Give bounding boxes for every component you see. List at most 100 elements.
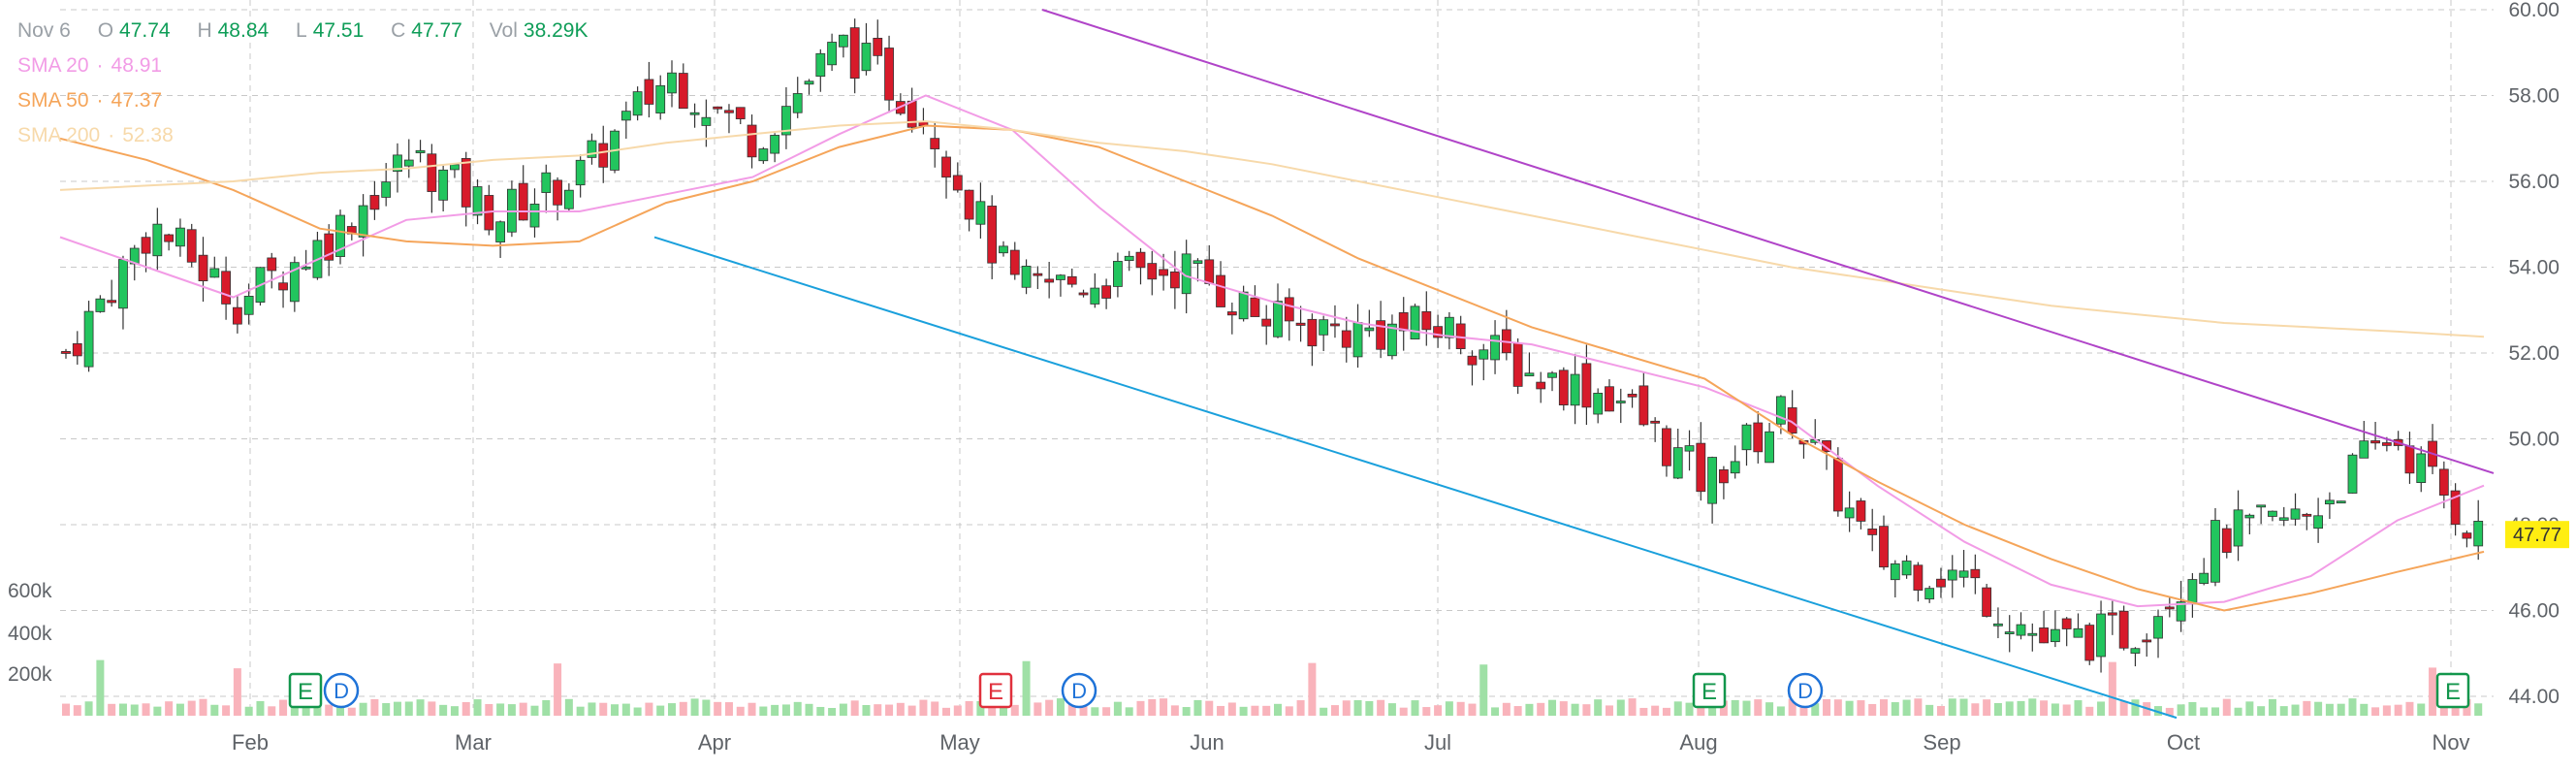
candle-body (2061, 618, 2072, 629)
volume-bar (2245, 701, 2254, 716)
volume-bar (2028, 698, 2037, 716)
candle-body (472, 186, 483, 216)
volume-bar (2394, 704, 2402, 716)
dividend-marker[interactable]: D (323, 672, 360, 709)
candle-body (689, 112, 700, 115)
high-value: 48.84 (217, 19, 270, 42)
candle-body (2084, 625, 2095, 661)
volume-bar (2314, 701, 2323, 716)
candle-body (1066, 275, 1077, 285)
volume-bar (2279, 706, 2288, 716)
candle-body (369, 195, 380, 210)
candle-body (2176, 601, 2186, 622)
volume-bar (747, 702, 756, 716)
volume-bar (1160, 698, 1168, 716)
candle-body (1615, 401, 1626, 403)
volume-bar (1456, 701, 1465, 716)
date-label: Nov 6 (17, 19, 71, 42)
volume-bar (633, 707, 642, 716)
sma20-row[interactable]: SMA 20 · 48.91 (17, 54, 163, 77)
candle-body (267, 257, 277, 272)
x-tick-label: Nov (2432, 730, 2469, 755)
volume-bar (256, 700, 265, 716)
volume-bar (2097, 701, 2106, 716)
candle-body (587, 140, 597, 158)
x-tick-label: Apr (698, 730, 731, 755)
candle-body (2130, 648, 2141, 654)
volume-bar (2371, 707, 2380, 716)
volume-bar (2108, 661, 2116, 716)
candle-body (1479, 349, 1489, 360)
candle-body (553, 179, 562, 206)
volume-bar (1365, 700, 1374, 716)
volume-bar (953, 705, 962, 716)
sma50-row[interactable]: SMA 50 · 47.37 (17, 89, 163, 112)
close-value: 47.77 (411, 19, 462, 42)
candle-body (1113, 261, 1123, 287)
candle-body (1261, 318, 1272, 327)
chart-legend: Nov 6 O 47.74 H 48.84 L 47.51 C 47.77 Vol 38.… (17, 14, 609, 153)
x-tick-label: Oct (2167, 730, 2200, 755)
candle-body (1238, 291, 1249, 320)
volume-bar (1262, 705, 1271, 716)
dividend-marker[interactable]: D (1787, 672, 1824, 709)
volume-bar (588, 702, 596, 716)
earnings-marker[interactable]: E (1692, 672, 1727, 709)
volume-bar (896, 702, 905, 716)
candle-body (243, 295, 254, 315)
volume-bar (1079, 705, 1088, 716)
volume-bar (1308, 662, 1317, 716)
volume-bar (976, 700, 985, 716)
candle-body (598, 143, 609, 168)
volume-bar (645, 702, 653, 716)
earnings-label: E (1701, 679, 1717, 705)
volume-bar (1914, 698, 1923, 716)
earnings-marker[interactable]: E (978, 672, 1013, 709)
earnings-marker[interactable]: E (2435, 672, 2470, 709)
candle-body (873, 37, 883, 56)
low-value: 47.51 (312, 19, 365, 42)
candle-body (2107, 612, 2117, 616)
candle-body (1730, 461, 1740, 474)
volume-bar (222, 705, 231, 716)
lower-trendline (653, 236, 2178, 720)
volume-bar (2474, 703, 2483, 716)
candle-body (1124, 255, 1134, 262)
volume-bar (1491, 707, 1500, 716)
volume-bar (2257, 706, 2266, 716)
sma200-row[interactable]: SMA 200 · 52.38 (17, 124, 174, 146)
volume-bar (1274, 703, 1282, 716)
volume-bar (2200, 707, 2209, 716)
y-tick-label: 44.00 (2508, 686, 2560, 708)
volume-bar (382, 703, 391, 716)
volume-bar (2051, 703, 2059, 716)
volume-bar (1227, 702, 1236, 716)
volume-bar (2337, 703, 2345, 716)
candle-body (221, 271, 231, 305)
candle-body (2221, 528, 2232, 553)
volume-bar (313, 703, 322, 716)
candle-body (2142, 639, 2152, 643)
volume-bar (233, 668, 241, 716)
dividend-marker[interactable]: D (1061, 672, 1097, 709)
volume-bar (1091, 707, 1099, 716)
earnings-marker[interactable]: E (288, 672, 323, 709)
candle-body (1856, 500, 1866, 522)
candle-body (804, 80, 814, 85)
volume-bar (325, 704, 334, 716)
candle-body (232, 306, 242, 325)
volume-bar (1399, 707, 1408, 716)
candle-body (2199, 572, 2210, 584)
volume-bar (1880, 699, 1888, 716)
low-key: L (296, 19, 307, 42)
volume-bar (2005, 701, 2014, 716)
volume-bar (702, 699, 711, 716)
volume-bar (1959, 698, 1968, 716)
volume-bar (1559, 701, 1568, 716)
volume-bar (1296, 700, 1305, 716)
volume-bar (2085, 706, 2094, 716)
y-tick-label: 56.00 (2508, 171, 2560, 193)
candle-body (403, 159, 414, 167)
